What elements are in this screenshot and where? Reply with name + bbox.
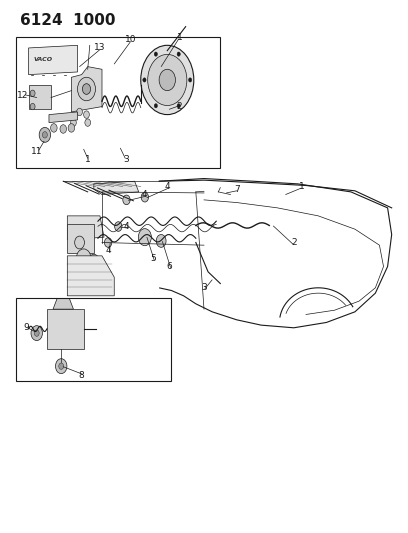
Circle shape bbox=[138, 229, 151, 246]
Circle shape bbox=[77, 108, 82, 116]
Circle shape bbox=[154, 52, 157, 56]
Text: 8: 8 bbox=[79, 372, 84, 380]
Text: 4: 4 bbox=[164, 182, 170, 191]
Circle shape bbox=[30, 90, 35, 96]
Circle shape bbox=[59, 363, 64, 369]
Bar bbox=[16, 37, 220, 168]
Circle shape bbox=[51, 124, 57, 132]
Circle shape bbox=[141, 192, 149, 202]
Circle shape bbox=[156, 235, 166, 247]
Circle shape bbox=[141, 45, 194, 115]
Text: VACO: VACO bbox=[33, 57, 52, 62]
Text: 2: 2 bbox=[291, 238, 297, 247]
Polygon shape bbox=[53, 298, 73, 309]
Text: 12: 12 bbox=[17, 92, 28, 100]
Polygon shape bbox=[49, 112, 78, 123]
Polygon shape bbox=[71, 67, 102, 112]
Bar bbox=[29, 85, 51, 109]
Circle shape bbox=[76, 249, 91, 268]
Circle shape bbox=[55, 359, 67, 374]
Circle shape bbox=[39, 127, 51, 142]
Circle shape bbox=[123, 195, 130, 205]
Text: 4: 4 bbox=[105, 246, 111, 255]
Circle shape bbox=[154, 103, 157, 108]
Text: 3: 3 bbox=[201, 284, 207, 292]
Text: 3: 3 bbox=[124, 156, 129, 164]
Circle shape bbox=[148, 54, 187, 106]
Text: 10: 10 bbox=[125, 36, 136, 44]
Text: 1: 1 bbox=[299, 182, 305, 191]
Circle shape bbox=[177, 103, 180, 108]
Circle shape bbox=[188, 78, 192, 82]
Circle shape bbox=[159, 69, 175, 91]
Circle shape bbox=[85, 119, 91, 126]
Polygon shape bbox=[67, 216, 104, 240]
Circle shape bbox=[143, 78, 146, 82]
Text: 7: 7 bbox=[234, 185, 239, 193]
Circle shape bbox=[31, 326, 42, 341]
Circle shape bbox=[68, 124, 75, 132]
Circle shape bbox=[89, 254, 99, 268]
Text: 1: 1 bbox=[85, 156, 91, 164]
Text: 1: 1 bbox=[177, 33, 182, 42]
Text: 6: 6 bbox=[166, 262, 172, 271]
Text: 5: 5 bbox=[150, 254, 156, 263]
Text: 6124  1000: 6124 1000 bbox=[20, 13, 116, 28]
Polygon shape bbox=[94, 181, 139, 195]
Circle shape bbox=[75, 236, 84, 249]
Circle shape bbox=[104, 238, 112, 247]
Bar bbox=[16, 298, 171, 381]
Text: 4: 4 bbox=[124, 222, 129, 231]
Text: 11: 11 bbox=[31, 148, 42, 156]
Polygon shape bbox=[29, 45, 78, 75]
Circle shape bbox=[71, 119, 76, 126]
Text: 9: 9 bbox=[24, 324, 29, 332]
Bar bbox=[47, 309, 84, 349]
Circle shape bbox=[30, 103, 35, 110]
Circle shape bbox=[60, 125, 67, 133]
Circle shape bbox=[82, 84, 91, 94]
Circle shape bbox=[78, 77, 95, 101]
Circle shape bbox=[177, 52, 180, 56]
Polygon shape bbox=[67, 256, 114, 296]
Text: 4: 4 bbox=[142, 190, 148, 199]
Text: 13: 13 bbox=[94, 44, 106, 52]
Text: 2: 2 bbox=[177, 102, 182, 111]
Circle shape bbox=[42, 132, 47, 138]
Circle shape bbox=[84, 111, 89, 118]
Circle shape bbox=[115, 222, 122, 231]
Bar bbox=[67, 224, 94, 253]
Circle shape bbox=[34, 330, 39, 336]
